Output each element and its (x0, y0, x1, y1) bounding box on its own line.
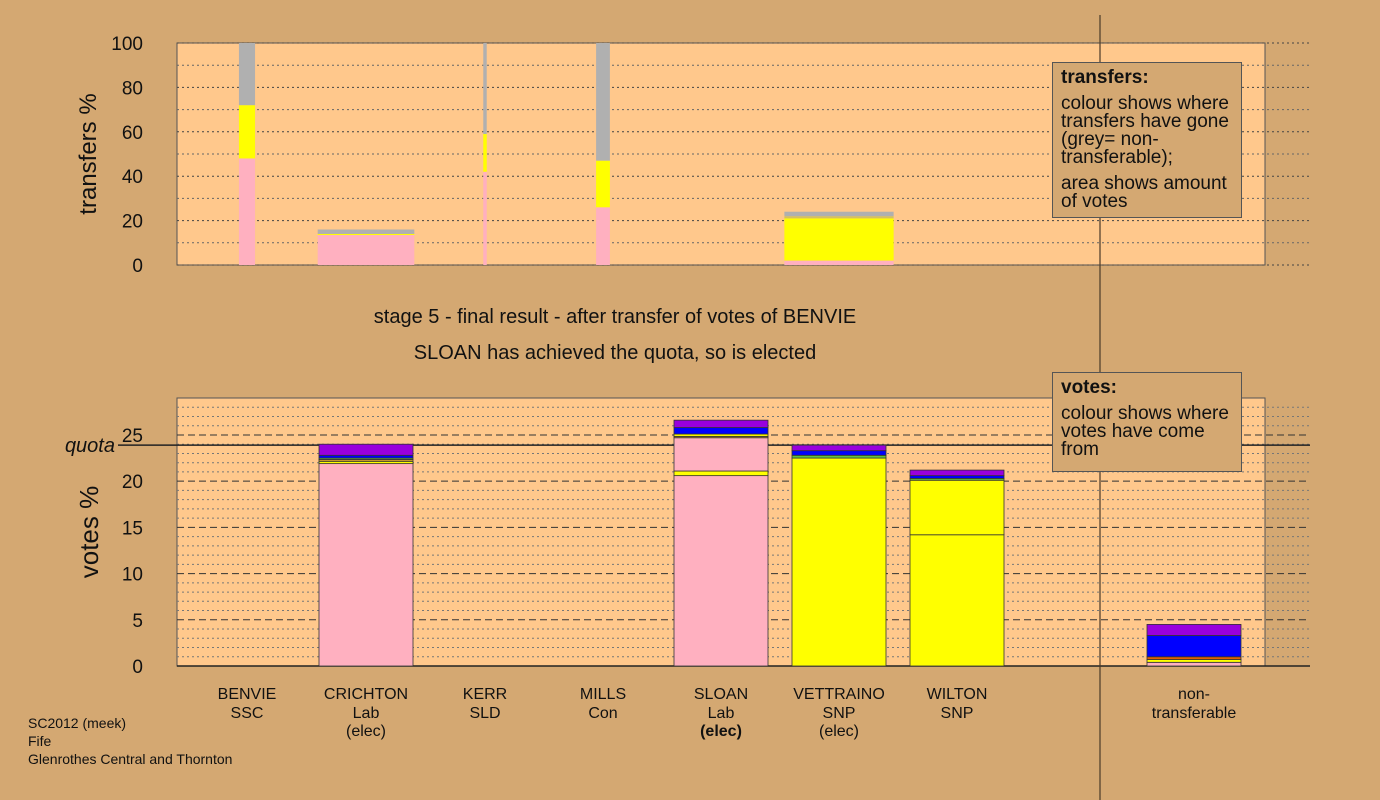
vote-bar-segment (318, 443, 414, 456)
candidate-party-label: SSC (231, 705, 264, 722)
transfers-legend: transfers: colour shows where transfers … (1052, 62, 1242, 218)
quota-label: quota (65, 435, 115, 457)
vote-bar-segment (318, 454, 414, 459)
candidate-party-label: SNP (941, 705, 974, 722)
transfers-y-axis-label: transfers % (75, 93, 102, 214)
candidate-party-label: Con (588, 705, 617, 722)
transfer-bar-segment (317, 229, 415, 234)
transfers-y-tick-label: 40 (122, 167, 143, 188)
vote-bar-segment (318, 463, 414, 667)
votes-y-tick-label: 15 (122, 518, 143, 539)
vote-bar-segment (909, 469, 1005, 477)
candidate-status-label: (elec) (819, 723, 859, 740)
vote-bar-segment (1146, 656, 1242, 660)
candidate-name-label: SLOAN (694, 686, 748, 703)
transfers-y-tick-label: 0 (132, 256, 143, 277)
transfer-bar-segment (483, 43, 487, 135)
transfers-legend-area-text: area shows amount of votes (1061, 173, 1227, 212)
votes-y-tick-label: 25 (122, 426, 143, 447)
vote-bar-segment (909, 534, 1005, 667)
transfer-bar-segment (238, 105, 256, 159)
footer-election: SC2012 (meek) (28, 715, 127, 731)
vote-bar-segment (673, 437, 769, 472)
transfers-y-tick-label: 80 (122, 78, 143, 99)
transfers-legend-text: colour shows where transfers have gone (… (1061, 93, 1229, 168)
transfer-bar-segment (784, 218, 894, 261)
transfers-legend-title: transfers: (1061, 67, 1149, 88)
candidate-name-label: MILLS (580, 686, 626, 703)
transfer-bar-segment (317, 233, 415, 236)
stage-subtitle: SLOAN has achieved the quota, so is elec… (413, 342, 817, 364)
candidate-status-label: (elec) (346, 723, 386, 740)
transfer-bar-segment (483, 134, 487, 172)
transfer-bar-segment (238, 43, 256, 106)
candidate-name-label: WILTON (927, 686, 988, 703)
votes-legend-title: votes: (1061, 377, 1117, 398)
candidate-party-label: Lab (353, 705, 380, 722)
vote-bar-segment (673, 419, 769, 428)
votes-y-tick-label: 20 (122, 472, 143, 493)
transfer-bar-segment (238, 158, 256, 265)
transfer-bar-segment (596, 160, 610, 208)
vote-bar-segment (673, 475, 769, 667)
vote-bar-segment (909, 479, 1005, 536)
candidate-party-label: SNP (823, 705, 856, 722)
candidate-party-label: SLD (469, 705, 500, 722)
vote-bar-segment (791, 457, 887, 667)
transfer-bar-segment (784, 211, 894, 217)
transfers-y-tick-label: 20 (122, 212, 143, 233)
footer-council: Fife (28, 733, 52, 749)
vote-bar-segment (1146, 635, 1242, 658)
votes-legend: votes: colour shows where votes have com… (1052, 372, 1242, 472)
vote-bar-segment (1146, 661, 1242, 667)
transfer-bar-segment (784, 216, 894, 219)
votes-y-tick-label: 10 (122, 565, 143, 586)
nontransferable-label: transferable (1152, 705, 1237, 722)
transfer-bar-segment (483, 171, 487, 265)
votes-y-axis-label: votes % (74, 486, 104, 579)
vote-bar-segment (909, 475, 1005, 479)
candidate-name-label: VETTRAINO (793, 686, 885, 703)
votes-y-tick-label: 0 (132, 657, 143, 678)
vote-bar-segment (673, 470, 769, 477)
election-footer: SC2012 (meek) Fife Glenrothes Central an… (28, 714, 232, 768)
vote-bar-segment (791, 444, 887, 452)
votes-y-tick-label: 5 (132, 611, 143, 632)
transfer-bar-segment (784, 260, 894, 265)
vote-bar-segment (791, 450, 887, 456)
vote-bar-segment (673, 427, 769, 435)
candidate-name-label: BENVIE (218, 686, 277, 703)
transfer-bar-segment (596, 43, 610, 161)
transfers-y-tick-label: 100 (111, 34, 143, 55)
nontransferable-label: non- (1178, 686, 1210, 703)
candidate-party-label: Lab (708, 705, 735, 722)
candidate-status-label: (elec) (700, 723, 742, 740)
stage-title: stage 5 - final result - after transfer … (373, 306, 857, 328)
candidate-name-label: KERR (463, 686, 507, 703)
footer-ward: Glenrothes Central and Thornton (28, 751, 233, 767)
vote-bar-segment (1146, 659, 1242, 663)
vote-bar-segment (1146, 624, 1242, 636)
vote-bar-segment (791, 454, 887, 459)
candidate-name-label: CRICHTON (324, 686, 408, 703)
transfers-y-tick-label: 60 (122, 123, 143, 144)
transfer-bar-segment (317, 235, 415, 265)
transfer-bar-segment (596, 207, 610, 265)
votes-legend-text: colour shows where votes have come from (1061, 403, 1229, 460)
